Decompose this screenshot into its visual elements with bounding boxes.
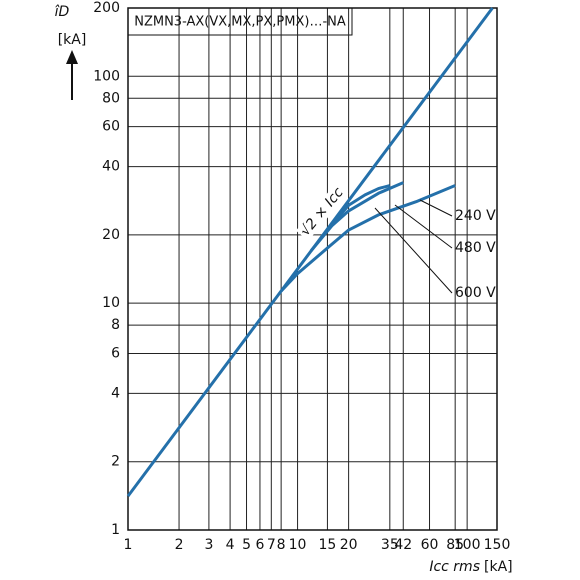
leader-line — [374, 207, 453, 294]
x-tick-label: 2 — [175, 537, 184, 553]
y-arrow-head — [66, 50, 78, 64]
x-tick-label: 100 — [454, 537, 481, 553]
y-tick-label: 100 — [93, 68, 120, 84]
x-tick-label: 3 — [204, 537, 213, 553]
series-label: 480 V — [455, 240, 496, 256]
x-tick-label: 60 — [421, 537, 439, 553]
series-label: 240 V — [455, 208, 496, 224]
y-tick-label: 2 — [111, 454, 120, 470]
x-tick-label: 8 — [277, 537, 286, 553]
x-tick-label: 10 — [289, 537, 307, 553]
y-tick-label: 40 — [102, 159, 120, 175]
curve — [280, 184, 456, 293]
y-tick-label: 200 — [93, 0, 120, 16]
y-tick-label: 10 — [102, 295, 120, 311]
leader-line — [419, 199, 453, 217]
x-tick-label: 150 — [484, 537, 511, 553]
x-axis-unit: [kA] — [484, 559, 513, 575]
x-tick-label: 4 — [226, 537, 235, 553]
y-tick-label: 1 — [111, 522, 120, 538]
label-bg — [295, 182, 349, 241]
curve — [126, 7, 494, 498]
x-tick-label: 35 — [381, 537, 399, 553]
y-tick-label: 60 — [102, 119, 120, 135]
leader-line — [394, 204, 453, 249]
y-tick-label: 4 — [111, 385, 120, 401]
y-tick-label: 20 — [102, 227, 120, 243]
x-tick-label: 85 — [446, 537, 464, 553]
x-tick-label: 7 — [267, 537, 276, 553]
plot-frame — [127, 7, 498, 531]
y-tick-label: 80 — [102, 90, 120, 106]
y-tick-label: 6 — [111, 345, 120, 361]
chart-title: NZMN3-AX(VX,MX,PX,PMX)…-NA — [134, 15, 346, 30]
curve — [326, 184, 391, 232]
x-tick-label: 15 — [319, 537, 337, 553]
y-axis-label: îD — [55, 4, 70, 20]
x-tick-label: 1 — [124, 537, 133, 553]
title-box — [127, 7, 353, 36]
x-tick-label: 20 — [340, 537, 358, 553]
y-tick-label: 8 — [111, 317, 120, 333]
x-tick-label: 5 — [242, 537, 251, 553]
x-tick-label: 42 — [394, 537, 412, 553]
y-axis-unit: [kA] — [58, 32, 87, 48]
series-label: 600 V — [455, 285, 496, 301]
curve — [309, 181, 404, 252]
x-tick-label: 6 — [255, 537, 264, 553]
x-axis-label: Icc rms — [429, 559, 480, 575]
